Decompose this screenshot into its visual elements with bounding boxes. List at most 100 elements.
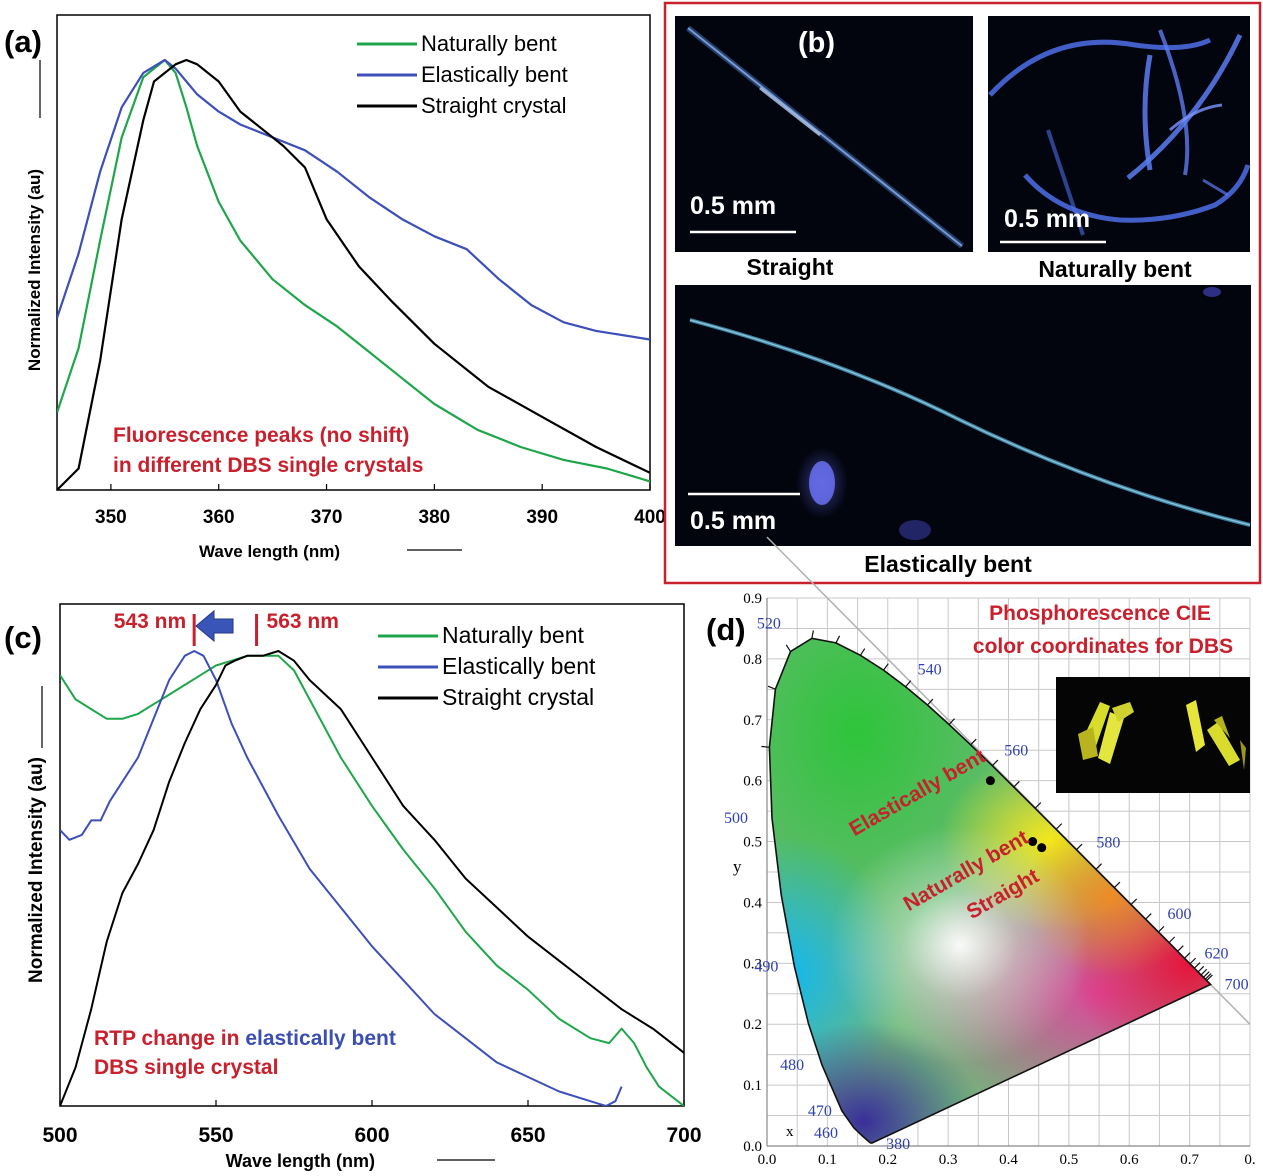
cie-title-line1: Phosphorescence CIE (989, 602, 1211, 625)
cie-locus-tick (1055, 823, 1063, 830)
panel-c-xtick-label-4: 700 (666, 1124, 701, 1147)
panel-c-line-1 (60, 650, 623, 1106)
micrograph-elastically-bent: 0.5 mm (675, 285, 1251, 546)
legend-label-0: Naturally bent (442, 622, 585, 648)
panel-d-tag: (d) (706, 612, 746, 647)
cie-locus-tick (1013, 780, 1020, 788)
legend-label-2: Straight crystal (421, 93, 567, 118)
panel-c-ylabel: Normalized Intensity (au) (26, 757, 47, 983)
cie-locus-tick (1197, 965, 1205, 973)
panel-a: (a) 350 360 370 380 390 400 Naturally bent Ela… (4, 14, 666, 561)
cie-locus-tick (1145, 913, 1152, 920)
cie-point-1 (1028, 837, 1038, 847)
micrograph-elastically-bent-scale: 0.5 mm (690, 507, 776, 535)
cie-xtick-0: 0.0 (758, 1152, 777, 1168)
panel-a-frame (56, 14, 651, 491)
panel-a-xtick-label-5: 400 (634, 507, 666, 528)
panel-c-line-2 (60, 650, 684, 1106)
cie-locus-tick (927, 698, 934, 706)
shift-arrow-icon (195, 609, 234, 643)
panel-a-xticks: 350 360 370 380 390 400 (95, 484, 666, 528)
micrograph-naturally-bent-label: Naturally bent (1038, 256, 1192, 282)
cie-locus-outline (768, 637, 1212, 1144)
panel-c-annotation-line2: DBS single crystal (94, 1056, 278, 1079)
cie-locus-tick (1034, 802, 1042, 809)
cie-xtick-7: 0.7 (1180, 1152, 1199, 1168)
cie-wavelength-label-4: 600 (1168, 906, 1192, 923)
cie-ylabel: y (733, 857, 742, 876)
panel-c-peak-markers: 543 nm 563 nm (114, 610, 339, 646)
panel-a-xtick-label-3: 380 (419, 507, 451, 528)
cie-locus-tick (835, 635, 841, 644)
cie-locus-tick (1177, 945, 1184, 952)
micrograph-straight-label: Straight (747, 254, 834, 280)
cie-locus-tick (1189, 957, 1197, 965)
cie-locus-tick (905, 680, 912, 688)
cie-locus-tick (811, 630, 814, 639)
cie-wavelength-label-3: 580 (1096, 835, 1120, 852)
peak-marker-label-1: 563 nm (267, 610, 339, 633)
panel-c-tag: (c) (4, 620, 42, 655)
cie-ytick-6: 0.6 (743, 774, 762, 790)
cie-wavelength-label-9: 480 (780, 1057, 804, 1074)
cie-locus-tick (761, 745, 770, 748)
panel-a-legend: Naturally bent Elastically bent Straight c… (357, 31, 568, 118)
cie-xtick-1: 0.1 (818, 1152, 837, 1168)
cie-ytick-4: 0.4 (743, 895, 762, 911)
cie-locus-tick (1200, 968, 1208, 976)
cie-wavelength-label-7: 500 (724, 810, 748, 827)
cie-point-0 (985, 776, 995, 786)
cie-ytick-8: 0.8 (743, 652, 762, 668)
cie-wavelength-label-1: 540 (918, 662, 942, 679)
cie-locus-tick (1113, 881, 1121, 889)
panel-c-legend: Naturally bent Elastically bent Straight c… (378, 622, 596, 710)
panel-c-series (60, 650, 684, 1106)
legend-label-2: Straight crystal (442, 684, 594, 710)
panel-c-xtick-label-1: 550 (198, 1124, 233, 1147)
cie-wavelength-label-0: 520 (757, 615, 781, 632)
cie-locus-tick (1184, 952, 1191, 959)
cie-locus-tick (1206, 974, 1213, 981)
panel-c-xlabel: Wave length (nm) (226, 1151, 375, 1171)
cie-ytick-0: 0.0 (743, 1139, 762, 1155)
legend-label-1: Elastically bent (442, 653, 596, 679)
panel-a-xtick-label-4: 390 (526, 507, 558, 528)
panel-a-line-2 (57, 58, 650, 490)
panel-c: (c) 500 550 600 650 700 Naturally bent Elasti… (4, 603, 702, 1171)
cie-xtick-8: 0. (1244, 1152, 1255, 1168)
cie-wavelength-label-12: 380 (886, 1136, 910, 1153)
cie-locus-tick (1204, 973, 1212, 980)
cie-xtick-5: 0.5 (1060, 1152, 1079, 1168)
panel-a-ylabel: Normalized Intensity (au) (25, 169, 44, 371)
cie-ytick-2: 0.2 (743, 1017, 762, 1033)
legend-label-0: Naturally bent (421, 31, 557, 56)
cie-locus-tick (948, 718, 956, 725)
panel-a-line-0 (57, 58, 650, 483)
panel-c-xticks: 500 550 600 650 700 (42, 1100, 702, 1147)
panel-a-xlabel: Wave length (nm) (199, 542, 340, 561)
cie-locus-tick (1157, 925, 1165, 933)
cie-axis-ticks: 0.0 0.1 0.2 0.3 0.4 0.5 0.6 0.7 0. 0.0 0.1 0.2 0.3 0.… (743, 591, 1255, 1168)
cie-locus-tick (882, 663, 889, 671)
cie-locus-tick (1203, 971, 1210, 978)
cie-locus-tick (767, 685, 776, 690)
panel-c-xtick-label-3: 650 (510, 1124, 545, 1147)
panel-a-xtick-label-2: 370 (311, 507, 343, 528)
cie-wavelength-label-11: 460 (814, 1125, 838, 1142)
cie-locus-tick (1130, 898, 1138, 906)
cie-wavelength-label-10: 470 (808, 1103, 832, 1120)
cie-wavelength-label-6: 700 (1225, 976, 1249, 993)
cie-wavelength-labels: 520 540 560 580 600 620 700 500 490 480 470 460 380 (724, 615, 1249, 1153)
panel-d: (d) 0.0 0.1 0.2 0.3 0.4 0.5 0.6 0.7 0.0.00.10.20… (706, 536, 1256, 1168)
cie-ytick-9: 0.9 (743, 591, 762, 607)
cie-locus-tick (1075, 843, 1083, 851)
panel-a-xtick-label-0: 350 (95, 507, 127, 528)
cie-wavelength-label-2: 560 (1004, 743, 1028, 760)
panel-a-series (57, 58, 650, 490)
cie-xtick-6: 0.6 (1120, 1152, 1139, 1168)
cie-ytick-5: 0.5 (743, 835, 762, 851)
cie-locus-tick (1193, 962, 1201, 969)
panel-a-xtick-label-1: 360 (203, 507, 235, 528)
cie-ytick-7: 0.7 (743, 713, 762, 729)
